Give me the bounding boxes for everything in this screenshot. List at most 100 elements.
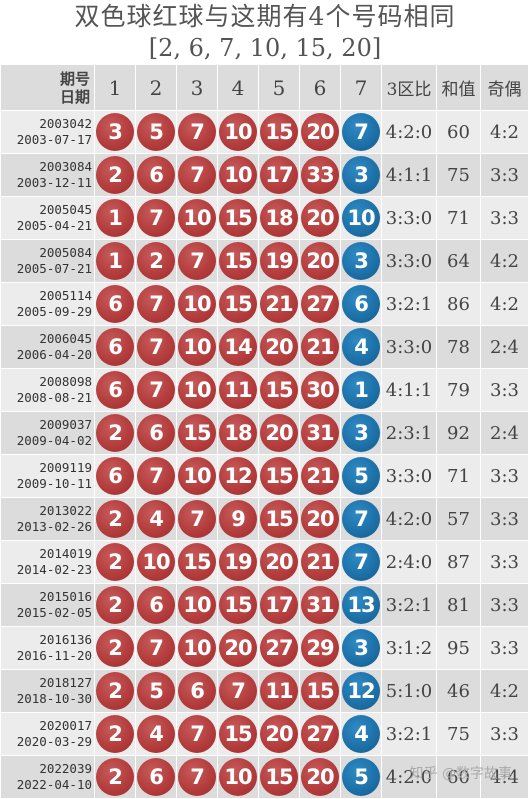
blue-ball: 4 xyxy=(342,715,380,753)
page-title: 双色球红球与这期有4个号码相同 xyxy=(74,2,456,31)
draw-date: 2014-02-23 xyxy=(16,562,92,577)
blue-ball-cell: 7 xyxy=(340,110,382,154)
red-ball-cell: 12 xyxy=(217,454,259,498)
table-row: 2003042 2003-07-17 3 5 7 10 15 20 7 4:2:0 60 4:2 xyxy=(0,110,529,154)
issue-number: 2006045 xyxy=(39,331,92,346)
red-ball-cell: 2 xyxy=(94,583,136,627)
red-ball-cell: 11 xyxy=(258,669,300,713)
red-ball: 2 xyxy=(96,629,134,667)
sum-value: 71 xyxy=(436,196,481,240)
red-ball: 17 xyxy=(260,156,298,194)
table-row: 2005084 2005-07-21 1 2 7 15 19 20 3 3:3:0 64 4:2 xyxy=(0,239,529,283)
red-ball: 2 xyxy=(96,715,134,753)
red-ball: 1 xyxy=(96,242,134,280)
red-ball: 10 xyxy=(178,629,216,667)
red-ball: 2 xyxy=(96,543,134,581)
red-ball-cell: 20 xyxy=(299,755,341,799)
red-ball: 21 xyxy=(301,543,339,581)
blue-ball-cell: 3 xyxy=(340,626,382,670)
red-ball-cell: 6 xyxy=(135,153,177,197)
draw-date: 2015-02-05 xyxy=(16,605,92,620)
red-ball-cell: 19 xyxy=(217,540,259,584)
red-ball: 2 xyxy=(96,156,134,194)
red-ball-cell: 15 xyxy=(217,239,259,283)
red-ball: 15 xyxy=(260,457,298,495)
sum-value: 87 xyxy=(436,540,481,584)
issue-number: 2005114 xyxy=(39,288,92,303)
issue-date-cell: 2018127 2018-10-30 xyxy=(0,669,95,713)
red-ball-cell: 17 xyxy=(258,153,300,197)
zone-ratio: 2:3:1 xyxy=(381,411,437,455)
red-ball: 20 xyxy=(219,629,257,667)
issue-number: 2013022 xyxy=(39,503,92,518)
red-ball-cell: 6 xyxy=(135,755,177,799)
sum-value: 75 xyxy=(436,712,481,756)
blue-ball: 7 xyxy=(342,500,380,538)
blue-ball: 6 xyxy=(342,285,380,323)
blue-ball: 3 xyxy=(342,414,380,452)
red-ball-cell: 7 xyxy=(217,669,259,713)
red-ball: 7 xyxy=(219,672,257,710)
issue-date-cell: 2015016 2015-02-05 xyxy=(0,583,95,627)
red-ball-cell: 7 xyxy=(135,626,177,670)
issue-number: 2008098 xyxy=(39,374,92,389)
red-ball-cell: 29 xyxy=(299,626,341,670)
red-ball-cell: 10 xyxy=(176,583,218,627)
red-ball-cell: 7 xyxy=(135,196,177,240)
draw-date: 2005-09-29 xyxy=(16,304,92,319)
red-ball: 6 xyxy=(96,328,134,366)
red-ball-cell: 15 xyxy=(217,583,259,627)
zone-ratio: 5:1:0 xyxy=(381,669,437,713)
table-row: 2006045 2006-04-20 6 7 10 14 20 21 4 3:3:0 78 2:4 xyxy=(0,325,529,369)
blue-ball-cell: 3 xyxy=(340,411,382,455)
red-ball: 15 xyxy=(219,715,257,753)
red-ball: 6 xyxy=(96,371,134,409)
red-ball: 2 xyxy=(96,758,134,796)
zone-ratio: 2:4:0 xyxy=(381,540,437,584)
red-ball-cell: 21 xyxy=(299,454,341,498)
blue-ball-cell: 5 xyxy=(340,454,382,498)
red-ball-cell: 10 xyxy=(176,454,218,498)
red-ball: 15 xyxy=(219,242,257,280)
red-ball-cell: 2 xyxy=(135,239,177,283)
red-ball-cell: 2 xyxy=(94,669,136,713)
red-ball-cell: 19 xyxy=(258,239,300,283)
header-odd-even: 奇偶 xyxy=(480,64,529,111)
red-ball-cell: 7 xyxy=(176,110,218,154)
blue-ball-cell: 12 xyxy=(340,669,382,713)
red-ball-cell: 7 xyxy=(176,497,218,541)
red-ball-cell: 7 xyxy=(135,282,177,326)
red-ball: 10 xyxy=(178,457,216,495)
red-ball-cell: 2 xyxy=(94,497,136,541)
red-ball: 19 xyxy=(219,543,257,581)
sum-value: 81 xyxy=(436,583,481,627)
blue-ball: 10 xyxy=(342,199,380,237)
blue-ball: 3 xyxy=(342,242,380,280)
red-ball: 7 xyxy=(137,328,175,366)
draw-date: 2005-07-21 xyxy=(16,261,92,276)
issue-number: 2020017 xyxy=(39,718,92,733)
red-ball-cell: 30 xyxy=(299,368,341,412)
header-col-4: 4 xyxy=(217,64,259,111)
zone-ratio: 4:1:1 xyxy=(381,368,437,412)
table-body: 2003042 2003-07-17 3 5 7 10 15 20 7 4:2:0 60 4:2 200… xyxy=(0,110,529,799)
red-ball: 27 xyxy=(301,715,339,753)
red-ball-cell: 18 xyxy=(217,411,259,455)
odd-even-ratio: 3:3 xyxy=(480,153,529,197)
sum-value: 86 xyxy=(436,282,481,326)
red-ball: 20 xyxy=(260,414,298,452)
zone-ratio: 3:3:0 xyxy=(381,325,437,369)
blue-ball-cell: 4 xyxy=(340,325,382,369)
issue-date-cell: 2013022 2013-02-26 xyxy=(0,497,95,541)
draw-date: 2003-12-11 xyxy=(16,175,92,190)
blue-ball-cell: 7 xyxy=(340,540,382,584)
red-ball: 29 xyxy=(301,629,339,667)
red-ball-cell: 27 xyxy=(258,626,300,670)
header-col-7: 7 xyxy=(340,64,382,111)
table-row: 2008098 2008-08-21 6 7 10 11 15 30 1 4:1:1 79 3:3 xyxy=(0,368,529,412)
red-ball-cell: 15 xyxy=(217,282,259,326)
red-ball: 15 xyxy=(219,285,257,323)
red-ball-cell: 14 xyxy=(217,325,259,369)
draw-date: 2013-02-26 xyxy=(16,519,92,534)
table-row: 2009119 2009-10-11 6 7 10 12 15 21 5 3:3:0 71 3:3 xyxy=(0,454,529,498)
